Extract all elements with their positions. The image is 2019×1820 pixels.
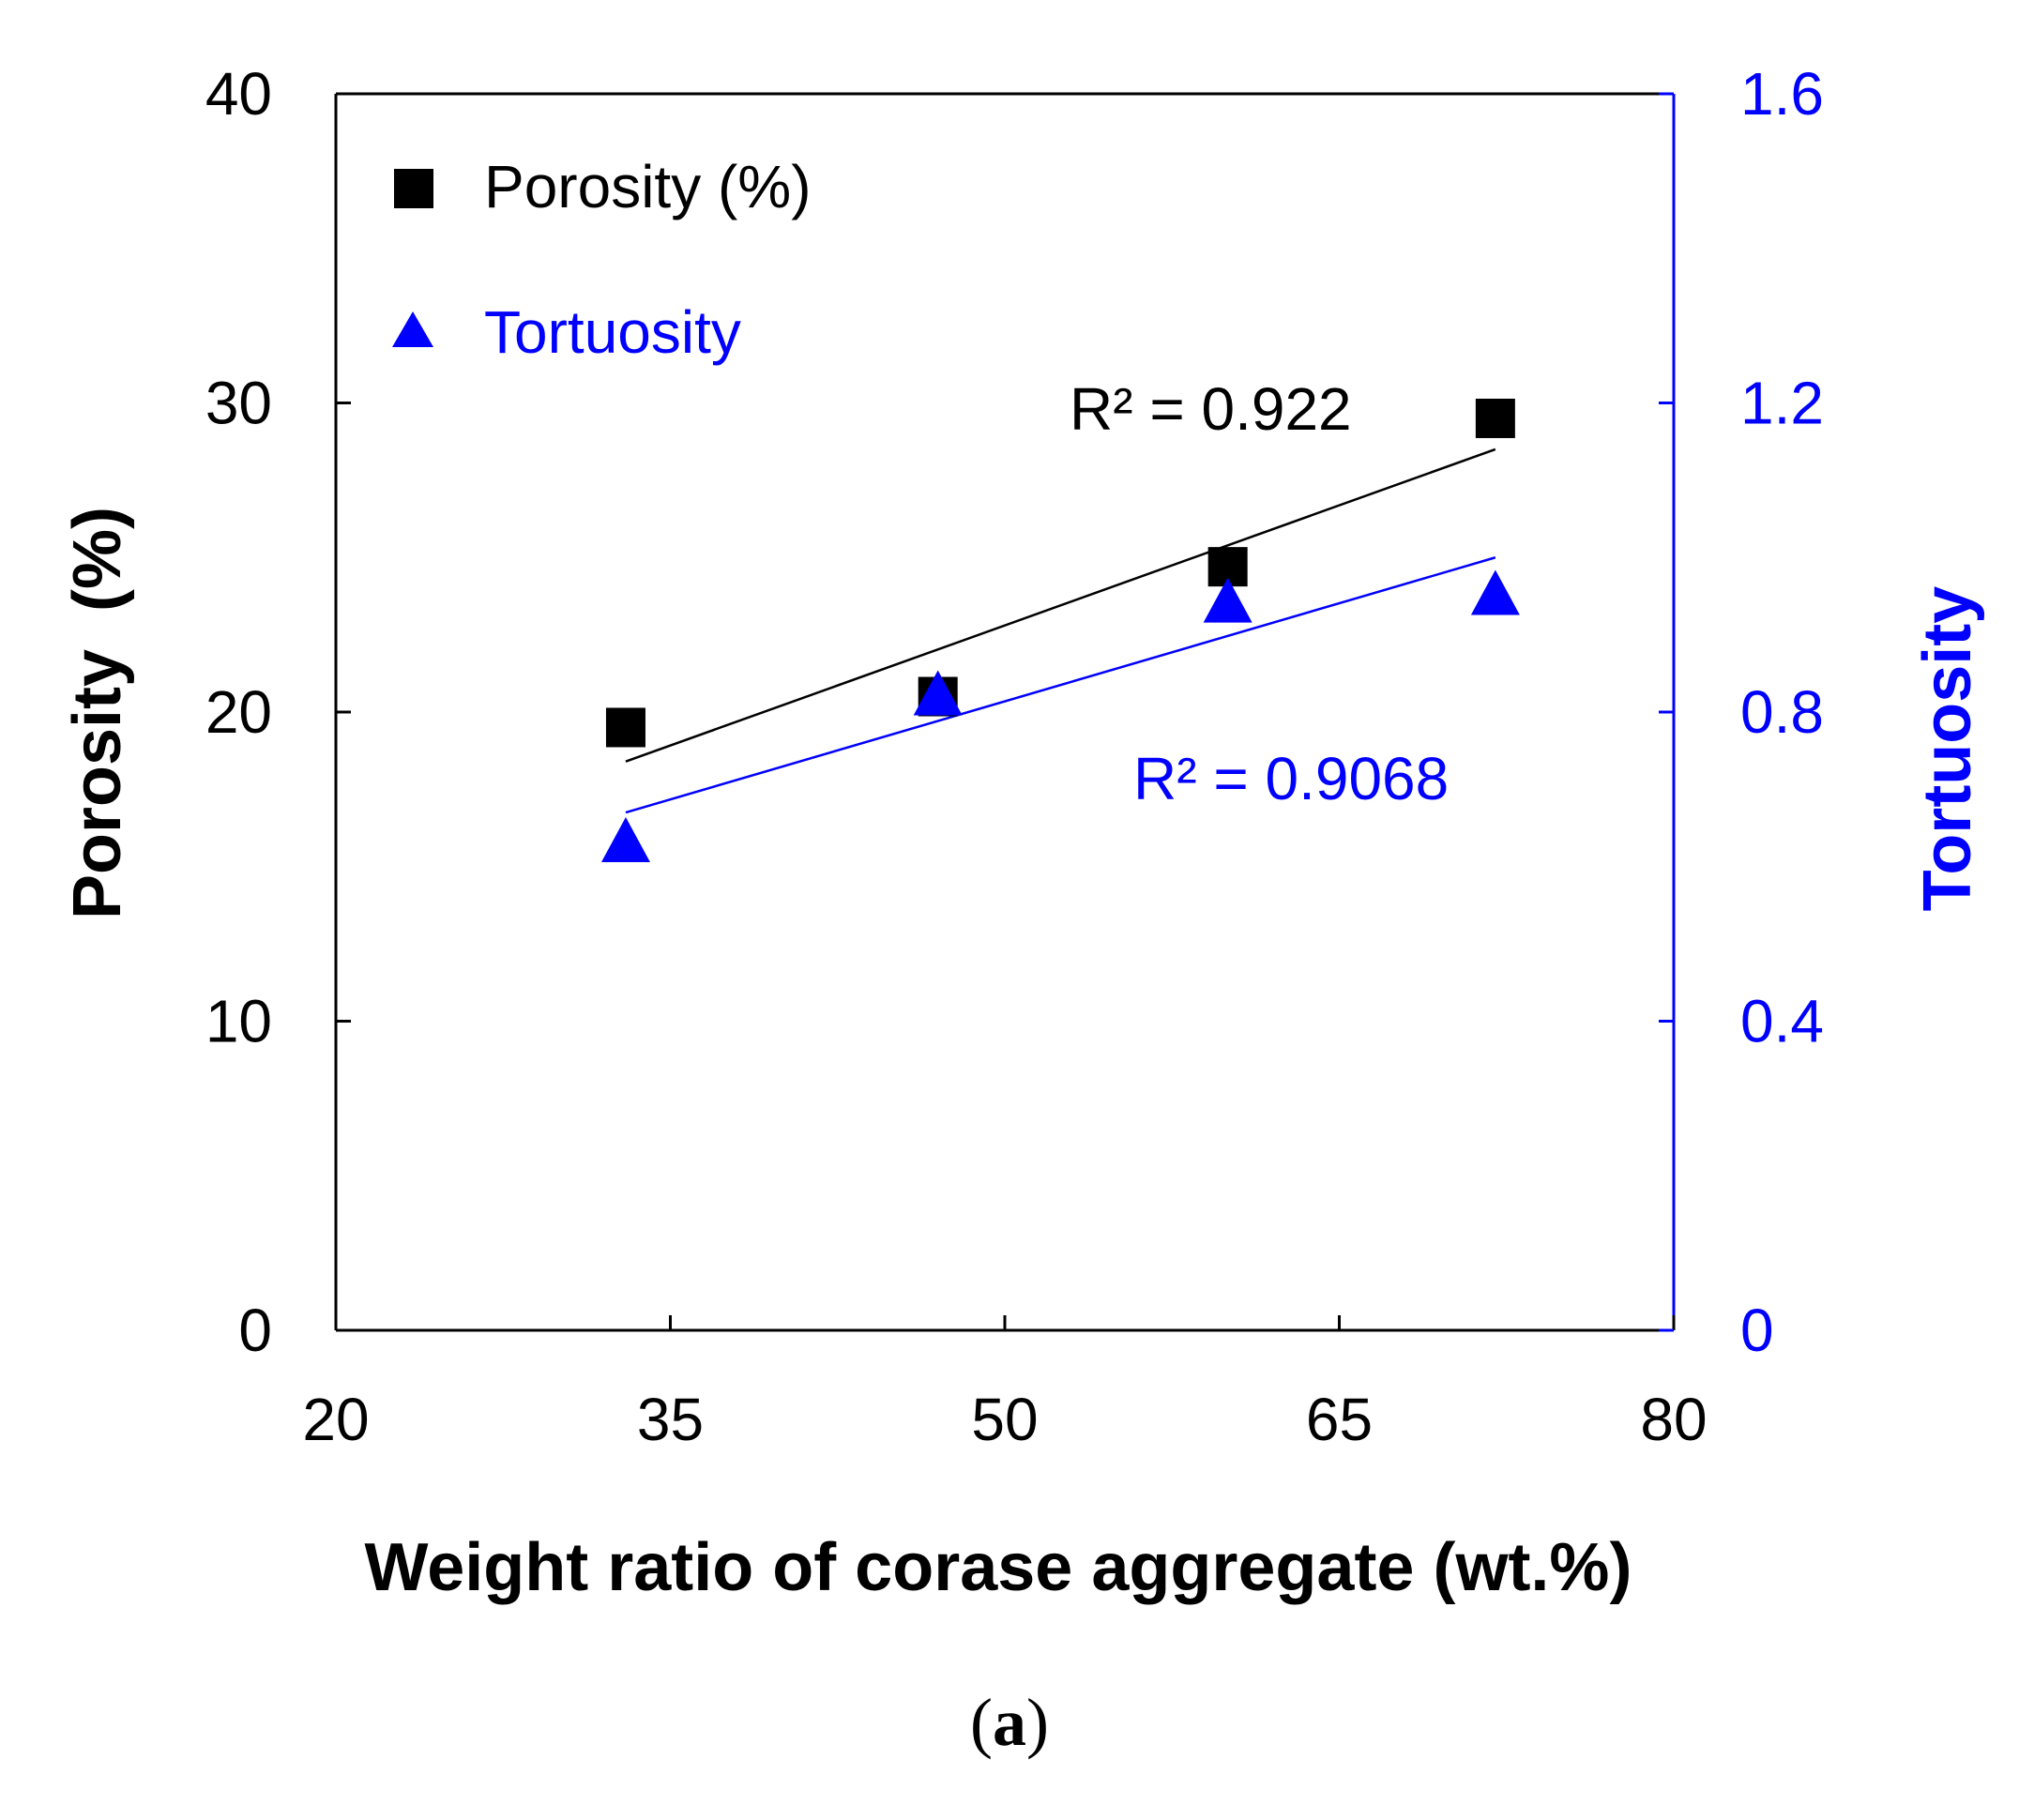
x-axis-title: Weight ratio of corase aggregate (wt.%) xyxy=(365,1530,1632,1605)
figure-caption: (a) xyxy=(970,1685,1049,1760)
legend-porosity-label: Porosity (%) xyxy=(484,153,812,220)
porosity-r2-label: R² = 0.922 xyxy=(1070,375,1352,443)
tortuosity-point xyxy=(1203,577,1252,623)
x-tick-label: 80 xyxy=(1640,1386,1707,1453)
y-tick-label: 30 xyxy=(205,370,272,437)
y2-axis-title: Tortuosity xyxy=(1910,586,1985,912)
y2-tick-label: 1.6 xyxy=(1740,60,1824,128)
x-tick-label: 50 xyxy=(971,1386,1038,1453)
y-axis-title: Porosity (%) xyxy=(60,507,135,919)
y-tick-label: 20 xyxy=(205,678,272,746)
legend-tortuosity-label: Tortuosity xyxy=(484,298,741,366)
tortuosity-r2-label: R² = 0.9068 xyxy=(1133,745,1449,812)
x-tick-label: 65 xyxy=(1306,1386,1373,1453)
porosity-point xyxy=(1475,398,1515,438)
x-tick-label: 20 xyxy=(302,1386,369,1453)
tortuosity-trendline xyxy=(625,556,1496,814)
caption-open: ( xyxy=(970,1685,993,1760)
caption-close: ) xyxy=(1026,1685,1049,1760)
y2-tick-label: 0.4 xyxy=(1740,988,1824,1055)
y2-tick-label: 0 xyxy=(1740,1297,1774,1364)
tortuosity-point xyxy=(913,670,963,716)
y2-tick-label: 0.8 xyxy=(1740,678,1824,746)
caption-letter: a xyxy=(993,1685,1026,1760)
legend-porosity-marker xyxy=(394,169,433,208)
legend-tortuosity-marker xyxy=(392,311,433,347)
y-tick-label: 0 xyxy=(238,1297,272,1364)
y-tick-label: 10 xyxy=(205,988,272,1055)
x-tick-label: 35 xyxy=(637,1386,704,1453)
porosity-trendline xyxy=(625,447,1496,763)
tortuosity-point xyxy=(1470,569,1520,615)
y-tick-label: 40 xyxy=(205,60,272,128)
tortuosity-point xyxy=(600,817,650,863)
y2-tick-label: 1.2 xyxy=(1740,370,1824,437)
porosity-point xyxy=(605,707,645,748)
